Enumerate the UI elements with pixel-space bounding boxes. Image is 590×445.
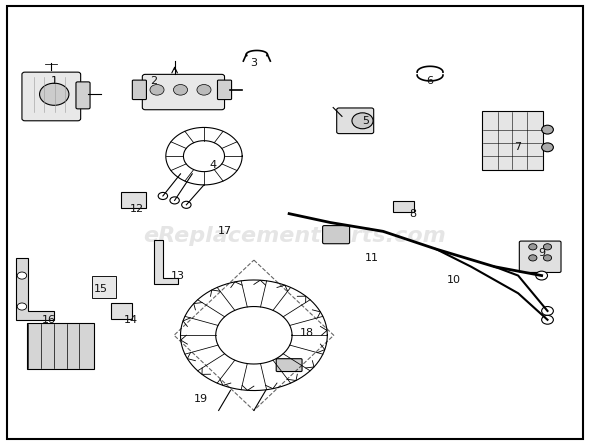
Text: 13: 13	[171, 271, 185, 280]
Circle shape	[542, 307, 553, 316]
Circle shape	[529, 244, 537, 250]
Polygon shape	[154, 240, 178, 284]
Circle shape	[543, 244, 552, 250]
Circle shape	[536, 271, 548, 280]
Text: 4: 4	[209, 160, 217, 170]
Text: 19: 19	[194, 394, 208, 405]
FancyBboxPatch shape	[337, 108, 373, 134]
FancyBboxPatch shape	[519, 241, 561, 272]
Text: 2: 2	[150, 76, 158, 86]
Circle shape	[543, 255, 552, 261]
FancyBboxPatch shape	[142, 74, 225, 110]
Circle shape	[150, 85, 164, 95]
Circle shape	[182, 201, 191, 208]
FancyBboxPatch shape	[76, 82, 90, 109]
Text: eReplacementParts.com: eReplacementParts.com	[143, 226, 447, 246]
Text: 10: 10	[447, 275, 461, 285]
Text: 5: 5	[362, 116, 369, 126]
Bar	[393, 201, 414, 212]
Circle shape	[40, 83, 69, 105]
Circle shape	[542, 125, 553, 134]
Text: 11: 11	[365, 253, 378, 263]
Circle shape	[542, 316, 553, 324]
Circle shape	[197, 85, 211, 95]
Text: 14: 14	[123, 315, 137, 325]
FancyBboxPatch shape	[482, 111, 543, 170]
Bar	[111, 303, 132, 319]
FancyBboxPatch shape	[218, 80, 232, 100]
FancyBboxPatch shape	[132, 80, 146, 100]
Text: 8: 8	[409, 209, 416, 218]
Text: 7: 7	[514, 142, 522, 152]
Circle shape	[170, 197, 179, 204]
Text: 17: 17	[218, 227, 232, 236]
Bar	[120, 192, 146, 208]
FancyBboxPatch shape	[22, 72, 81, 121]
Bar	[93, 275, 116, 298]
FancyBboxPatch shape	[27, 324, 94, 369]
Circle shape	[529, 255, 537, 261]
Text: 6: 6	[427, 76, 434, 86]
Circle shape	[352, 113, 373, 129]
Text: 15: 15	[94, 284, 108, 294]
Text: 3: 3	[250, 58, 257, 68]
Text: 18: 18	[300, 328, 314, 338]
Circle shape	[173, 85, 188, 95]
Text: 16: 16	[41, 315, 55, 325]
Circle shape	[17, 303, 27, 310]
FancyBboxPatch shape	[276, 359, 302, 372]
Text: 9: 9	[538, 248, 545, 259]
FancyBboxPatch shape	[323, 226, 350, 244]
Circle shape	[158, 192, 168, 199]
Text: 1: 1	[51, 76, 58, 86]
Circle shape	[17, 272, 27, 279]
Circle shape	[542, 143, 553, 152]
Polygon shape	[16, 258, 54, 320]
Text: 12: 12	[129, 204, 143, 214]
